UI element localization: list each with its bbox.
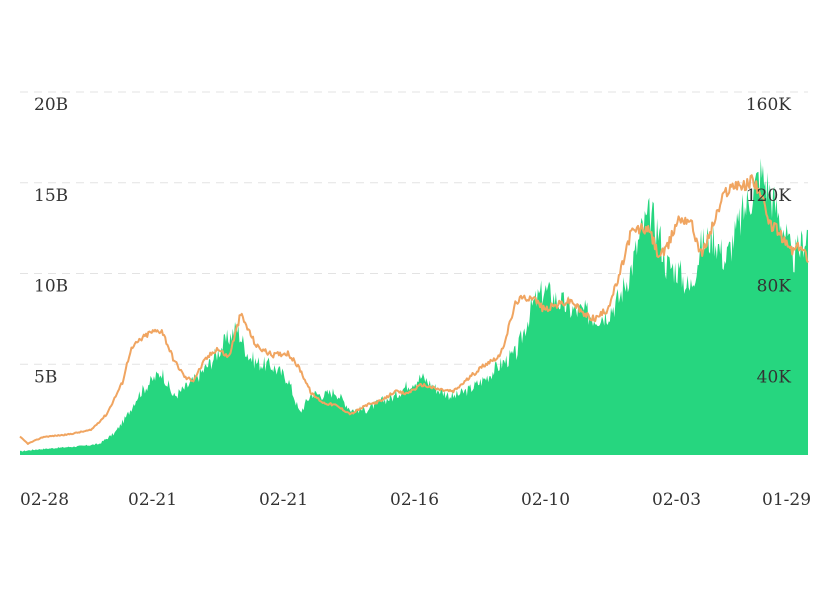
right-tick-label-0: 40K <box>757 367 792 387</box>
x-tick-label-0: 02-28 <box>20 490 69 510</box>
left-y-axis-ticks: 5B 10B 15B 20B <box>34 95 68 387</box>
x-tick-label-1: 02-21 <box>128 490 177 510</box>
x-tick-label-3: 02-16 <box>390 490 439 510</box>
line-series-layer <box>19 174 809 445</box>
left-tick-label-2: 15B <box>34 186 68 206</box>
x-tick-label-5: 02-03 <box>652 490 701 510</box>
right-tick-label-3: 160K <box>746 95 791 115</box>
price-line <box>19 174 809 445</box>
right-tick-label-2: 120K <box>746 186 791 206</box>
volume-area <box>20 158 808 455</box>
x-tick-label-6: 01-29 <box>762 490 811 510</box>
left-tick-label-1: 10B <box>34 277 68 297</box>
gridlines <box>20 91 808 365</box>
left-tick-label-0: 5B <box>34 367 57 387</box>
x-tick-label-2: 02-21 <box>259 490 308 510</box>
x-tick-label-4: 02-10 <box>521 490 570 510</box>
right-tick-label-1: 80K <box>757 277 792 297</box>
area-series-layer <box>20 158 808 455</box>
right-y-axis-ticks: 40K 80K 120K 160K <box>746 95 791 387</box>
x-axis-ticks: 02-28 02-21 02-21 02-16 02-10 02-03 01-29 <box>20 490 811 510</box>
left-tick-label-3: 20B <box>34 95 68 115</box>
